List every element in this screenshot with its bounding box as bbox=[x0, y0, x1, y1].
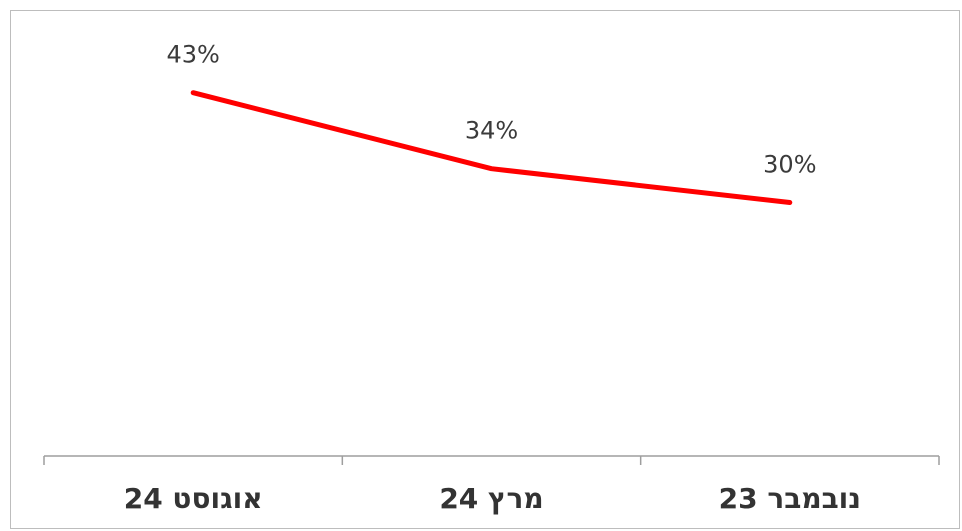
data-label: 34% bbox=[465, 117, 518, 145]
x-tick-label: נובמבר 23 bbox=[719, 482, 861, 515]
x-tick-label: אוגוסט 24 bbox=[124, 482, 263, 515]
data-labels: 30% 34% 43% bbox=[166, 41, 816, 179]
x-tick-label: מרץ 24 bbox=[439, 482, 543, 515]
data-label: 43% bbox=[166, 41, 219, 69]
series-line bbox=[190, 90, 793, 205]
x-axis-tick-labels: נובמבר 23 מרץ 24 אוגוסט 24 bbox=[124, 482, 861, 515]
data-label: 30% bbox=[763, 151, 816, 179]
x-axis-ticks bbox=[43, 456, 940, 465]
chart-frame bbox=[10, 10, 960, 529]
